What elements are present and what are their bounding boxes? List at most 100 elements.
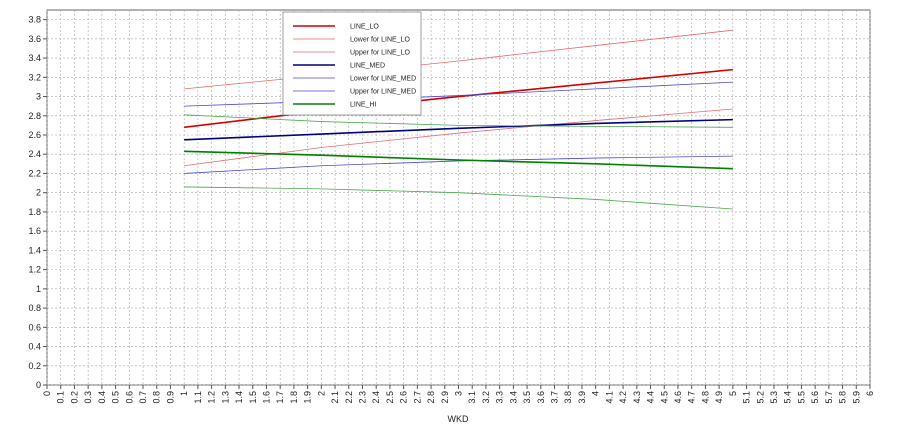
x-tick-label: 4.9 bbox=[714, 391, 724, 404]
y-tick-label: 0.8 bbox=[28, 303, 41, 313]
x-tick-label: 1.8 bbox=[289, 391, 299, 404]
x-tick-label: 1.2 bbox=[207, 391, 217, 404]
x-tick-label: 1.7 bbox=[275, 391, 285, 404]
series-line bbox=[184, 114, 733, 128]
y-tick-label: 0 bbox=[36, 380, 41, 390]
series-line bbox=[184, 118, 733, 141]
x-tick-label: 2.4 bbox=[371, 391, 381, 404]
x-tick-label: 4.7 bbox=[687, 391, 697, 404]
x-tick-label: 0.2 bbox=[69, 391, 79, 404]
y-tick-label: 2.8 bbox=[28, 111, 41, 121]
legend-label: Upper for LINE_MED bbox=[350, 89, 416, 96]
legend-label: Lower for LINE_LO bbox=[350, 37, 410, 44]
x-tick-label: 5.5 bbox=[796, 391, 806, 404]
x-tick-label: 0.4 bbox=[97, 391, 107, 404]
x-tick-label: 1 bbox=[179, 391, 189, 396]
x-tick-label: 5 bbox=[728, 391, 738, 396]
x-tick-label: 1.5 bbox=[248, 391, 258, 404]
x-tick-label: 4.6 bbox=[673, 391, 683, 404]
x-tick-label: 4.2 bbox=[618, 391, 628, 404]
series-line bbox=[184, 150, 733, 170]
x-tick-label: 5.6 bbox=[810, 391, 820, 404]
y-tick-label: 1 bbox=[36, 284, 41, 294]
y-tick-label: 0.4 bbox=[28, 342, 41, 352]
x-tick-label: 4.1 bbox=[604, 391, 614, 404]
series-line bbox=[184, 81, 733, 107]
x-tick-label: 2.6 bbox=[399, 391, 409, 404]
x-tick-label: 4.5 bbox=[659, 391, 669, 404]
x-tick-label: 0.8 bbox=[152, 391, 162, 404]
x-tick-label: 6 bbox=[865, 391, 875, 396]
x-tick-label: 2.1 bbox=[330, 391, 340, 404]
x-axis-label: WKD bbox=[448, 414, 469, 424]
y-tick-label: 2.4 bbox=[28, 149, 41, 159]
x-tick-label: 3.8 bbox=[563, 391, 573, 404]
x-tick-label: 3.7 bbox=[550, 391, 560, 404]
x-tick-label: 5.3 bbox=[769, 391, 779, 404]
x-tick-label: 1.1 bbox=[193, 391, 203, 404]
x-tick-label: 2 bbox=[316, 391, 326, 396]
legend-label: LINE_LO bbox=[350, 24, 379, 31]
x-tick-label: 3.2 bbox=[481, 391, 491, 404]
y-tick-label: 0.6 bbox=[28, 322, 41, 332]
x-tick-label: 0.6 bbox=[124, 391, 134, 404]
x-tick-label: 0.5 bbox=[111, 391, 121, 404]
y-tick-label: 2.2 bbox=[28, 168, 41, 178]
x-tick-label: 1.4 bbox=[234, 391, 244, 404]
y-tick-label: 3.4 bbox=[28, 53, 41, 63]
x-tick-label: 1.9 bbox=[303, 391, 313, 404]
y-tick-label: 3.2 bbox=[28, 72, 41, 82]
series-line bbox=[184, 186, 733, 210]
x-tick-label: 0.9 bbox=[165, 391, 175, 404]
x-tick-label: 5.7 bbox=[824, 391, 834, 404]
x-tick-label: 1.6 bbox=[261, 391, 271, 404]
legend-label: LINE_MED bbox=[350, 63, 385, 70]
x-tick-label: 0 bbox=[42, 391, 52, 396]
legend-label: LINE_HI bbox=[350, 102, 377, 109]
x-tick-label: 5.8 bbox=[838, 391, 848, 404]
series-line bbox=[184, 68, 733, 129]
x-tick-label: 3 bbox=[454, 391, 464, 396]
x-tick-label: 2.2 bbox=[344, 391, 354, 404]
y-tick-label: 3.8 bbox=[28, 15, 41, 25]
y-tick-label: 3 bbox=[36, 92, 41, 102]
x-tick-label: 2.8 bbox=[426, 391, 436, 404]
y-tick-label: 1.2 bbox=[28, 265, 41, 275]
y-tick-label: 1.6 bbox=[28, 226, 41, 236]
x-tick-label: 5.9 bbox=[851, 391, 861, 404]
x-tick-label: 0.7 bbox=[138, 391, 148, 404]
x-tick-label: 5.2 bbox=[755, 391, 765, 404]
y-tick-label: 1.4 bbox=[28, 245, 41, 255]
legend-label: Upper for LINE_LO bbox=[350, 50, 410, 57]
x-tick-label: 5.4 bbox=[783, 391, 793, 404]
series-line bbox=[184, 155, 733, 174]
series-line bbox=[184, 29, 733, 90]
x-tick-label: 0.3 bbox=[83, 391, 93, 404]
x-tick-label: 4.8 bbox=[700, 391, 710, 404]
x-tick-label: 3.9 bbox=[577, 391, 587, 404]
x-tick-label: 0.1 bbox=[56, 391, 66, 404]
x-tick-label: 2.9 bbox=[440, 391, 450, 404]
x-tick-label: 3.6 bbox=[536, 391, 546, 404]
y-tick-label: 2.6 bbox=[28, 130, 41, 140]
x-tick-label: 2.7 bbox=[412, 391, 422, 404]
x-tick-label: 3.5 bbox=[522, 391, 532, 404]
x-tick-label: 2.5 bbox=[385, 391, 395, 404]
x-tick-label: 2.3 bbox=[357, 391, 367, 404]
legend-box bbox=[282, 11, 422, 116]
x-tick-label: 3.1 bbox=[467, 391, 477, 404]
y-tick-label: 1.8 bbox=[28, 207, 41, 217]
legend: LINE_LO Lower for LINE_LO Upper for LINE_L… bbox=[282, 11, 422, 116]
y-tick-label: 2 bbox=[36, 188, 41, 198]
x-tick-label: 3.4 bbox=[508, 391, 518, 404]
x-tick-label: 4.3 bbox=[632, 391, 642, 404]
x-tick-label: 4.4 bbox=[646, 391, 656, 404]
x-tick-label: 1.3 bbox=[220, 391, 230, 404]
x-tick-label: 5.1 bbox=[742, 391, 752, 404]
x-tick-label: 4 bbox=[591, 391, 601, 396]
legend-label: Lower for LINE_MED bbox=[350, 76, 416, 83]
y-tick-label: 3.6 bbox=[28, 34, 41, 44]
x-tick-label: 3.3 bbox=[495, 391, 505, 404]
y-tick-label: 0.2 bbox=[28, 361, 41, 371]
